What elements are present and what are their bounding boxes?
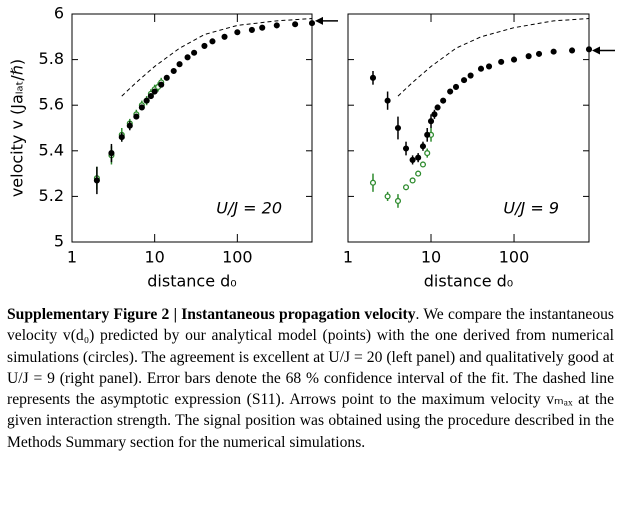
panel-annotation: U/J = 20 xyxy=(216,199,282,218)
model-point xyxy=(510,56,518,63)
model-point xyxy=(143,97,150,104)
model-point xyxy=(415,154,422,161)
model-point xyxy=(431,111,438,118)
model-point xyxy=(176,61,183,68)
model-point xyxy=(248,26,255,34)
model-point xyxy=(184,54,191,61)
model-point xyxy=(427,118,435,125)
y-tick-label: 5.8 xyxy=(39,49,64,68)
model-point xyxy=(460,77,468,84)
asymptote-line xyxy=(397,18,590,97)
model-point xyxy=(138,104,145,111)
y-tick-label: 5.4 xyxy=(39,140,64,159)
simulation-circle xyxy=(384,193,391,200)
caption-text: . We compare the instantaneous velocity … xyxy=(7,306,614,451)
model-point xyxy=(447,88,454,95)
model-point xyxy=(569,47,576,54)
model-point xyxy=(221,33,228,40)
model-point xyxy=(434,104,441,111)
model-point xyxy=(201,42,208,49)
model-point xyxy=(369,74,377,81)
model-point xyxy=(498,58,505,65)
simulation-circle xyxy=(369,179,377,186)
y-tick-label: 6 xyxy=(54,4,64,23)
y-axis-label: velocity v (Jaₗₐₜ/ℏ) xyxy=(8,59,27,197)
model-point xyxy=(394,124,402,132)
model-point xyxy=(93,177,100,184)
model-point xyxy=(191,49,198,56)
model-point xyxy=(147,93,154,100)
model-point xyxy=(550,48,557,55)
simulation-circle xyxy=(424,150,431,157)
model-point xyxy=(118,134,125,141)
model-point xyxy=(477,65,485,72)
x-axis-label: distance d₀ xyxy=(424,272,513,291)
y-tick-label: 5.6 xyxy=(39,95,64,114)
model-point xyxy=(234,29,241,36)
model-point xyxy=(535,50,543,57)
x-tick-label: 100 xyxy=(499,248,530,267)
x-tick-label: 1 xyxy=(343,248,353,267)
model-point xyxy=(158,81,165,88)
x-tick-label: 100 xyxy=(222,248,253,267)
model-point xyxy=(292,21,299,28)
model-point xyxy=(273,22,280,29)
model-point xyxy=(485,63,493,70)
model-point xyxy=(424,131,431,138)
model-point xyxy=(409,156,416,163)
model-point xyxy=(467,72,474,79)
model-point xyxy=(163,74,170,81)
model-point xyxy=(585,46,593,53)
simulation-circle xyxy=(402,184,410,191)
figure: 5 5.2 5.4 5.6 5.8 6 1 10 100 distance d₀ velocity … xyxy=(8,4,615,291)
model-point xyxy=(209,38,216,45)
simulation-circle xyxy=(394,197,402,205)
plot-frame xyxy=(71,13,313,243)
caption: Supplementary Figure 2 | Instantaneous p… xyxy=(7,304,614,453)
model-point xyxy=(440,97,447,104)
plot-frame xyxy=(347,13,590,243)
max-arrow-head xyxy=(315,16,323,25)
model-point xyxy=(170,67,177,75)
y-tick-label: 5.2 xyxy=(39,186,64,205)
simulation-circle xyxy=(415,170,422,177)
y-tick-label: 5 xyxy=(54,232,64,251)
model-point xyxy=(419,143,427,150)
model-point xyxy=(126,122,133,129)
x-tick-label: 1 xyxy=(67,248,77,267)
model-point xyxy=(525,53,532,60)
model-point xyxy=(151,88,158,95)
model-point xyxy=(133,113,140,120)
simulation-circle xyxy=(409,177,416,184)
panel-annotation: U/J = 9 xyxy=(503,199,559,218)
caption-heading: Supplementary Figure 2 | Instantaneous p… xyxy=(7,306,416,323)
model-point xyxy=(308,20,316,27)
x-tick-label: 10 xyxy=(421,248,441,267)
model-point xyxy=(384,97,391,104)
model-point xyxy=(452,83,460,91)
simulation-circle xyxy=(419,161,427,168)
model-point xyxy=(259,24,266,31)
x-tick-label: 10 xyxy=(144,248,164,267)
max-arrow-head xyxy=(592,46,600,55)
model-point xyxy=(402,145,410,152)
x-axis-label: distance d₀ xyxy=(147,272,236,291)
asymptote-line xyxy=(121,18,313,97)
model-point xyxy=(108,150,115,157)
